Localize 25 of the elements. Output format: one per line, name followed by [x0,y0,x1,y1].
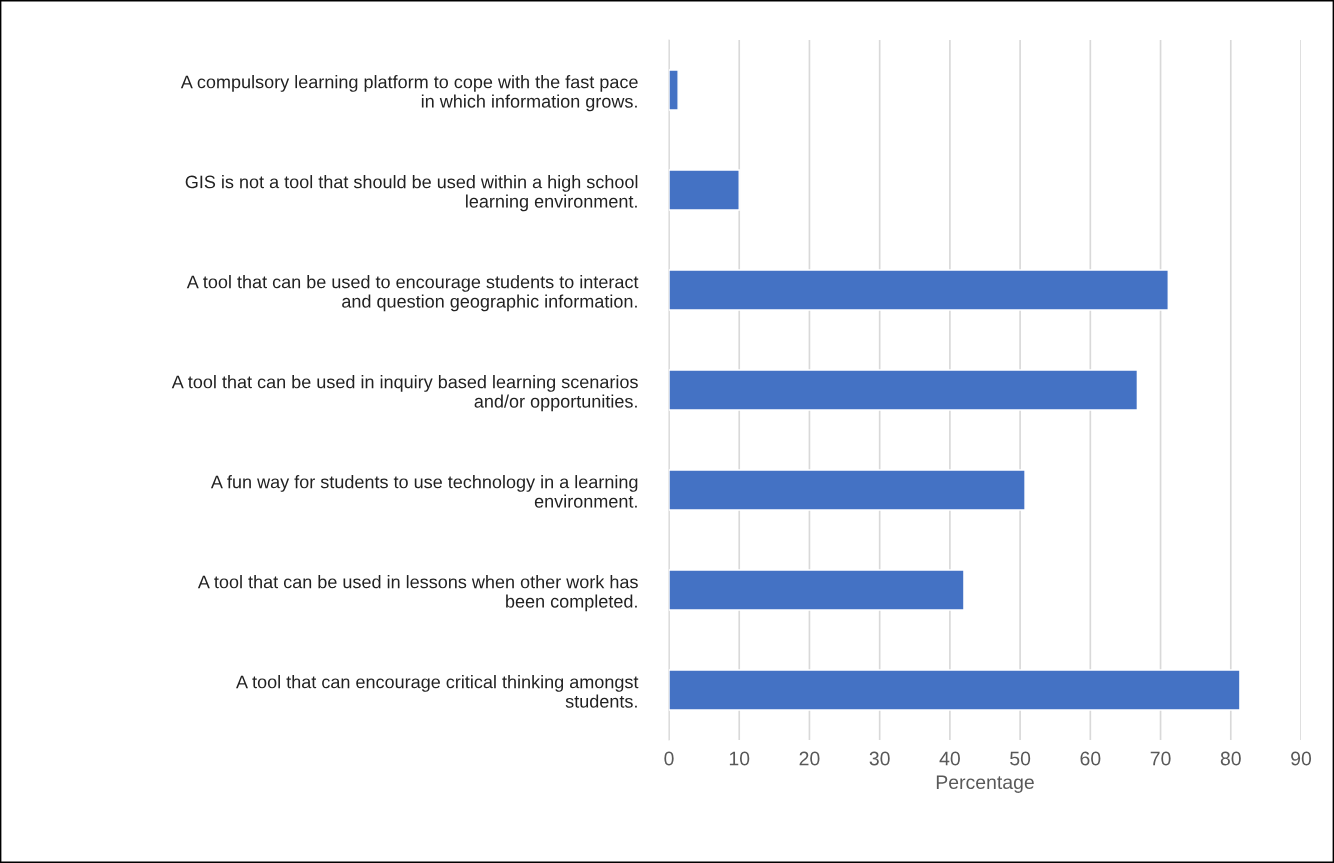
y-tick-label: A fun way for students to use technology in a learning environment. [210,475,638,508]
x-tick-label: 50 [1010,751,1031,766]
bar [669,669,1241,711]
x-tick-label: 30 [869,751,890,766]
x-tick-label: 20 [799,751,820,766]
x-tick-label: 70 [1150,751,1171,766]
x-tick-label: 80 [1220,751,1241,766]
x-tick-label: 90 [1291,751,1312,766]
bar [669,369,1139,411]
y-tick-label: GIS is not a tool that should be used within a high school learning environment. [185,175,638,212]
y-tick-label: A tool that can encourage critical thinking amongst students. [236,675,639,708]
y-tick-label: A compulsory learning platform to cope with the fast pace in which information grows. [180,75,638,112]
x-tick-label: 60 [1080,751,1101,766]
x-axis-title: Percentage [936,775,1034,793]
bar [669,569,965,611]
x-tick-label: 40 [939,751,960,766]
y-tick-label: A tool that can be used to encourage students to interact and question geographic information. [186,275,639,312]
y-tick-label: A tool that can be used in inquiry based learning scenarios and/or opportunities. [171,375,638,412]
x-tick-label: 10 [729,751,750,766]
bar [669,269,1169,311]
x-tick-label: 0 [664,751,674,766]
y-tick-label: A tool that can be used in lessons when other work has been completed. [197,575,638,612]
bar [669,469,1026,511]
bar [669,169,740,211]
bar [669,69,679,111]
